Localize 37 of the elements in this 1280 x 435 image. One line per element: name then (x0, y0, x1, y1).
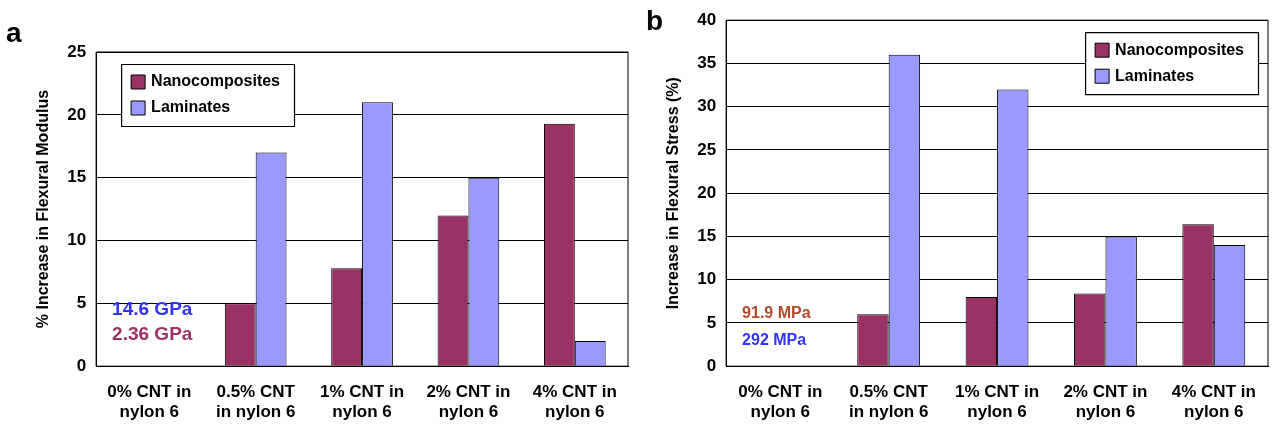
y-tick-label: 30 (697, 96, 717, 116)
y-tick-label: 20 (697, 182, 717, 202)
text: b (646, 4, 664, 36)
y-tick-label: 15 (67, 167, 87, 187)
x-tick-label: 0.5% CNT in nylon 6 (216, 382, 296, 422)
x-tick-label: 0% CNT in nylon 6 (738, 382, 823, 422)
y-tick-label: 25 (697, 139, 717, 159)
annotation: 91.9 MPa (742, 303, 811, 321)
legend-label: Nanocomposites (151, 72, 281, 90)
y-tick-label: 0 (76, 355, 87, 375)
y-tick-label: 15 (697, 226, 717, 246)
x-tick-label: 2% CNT in nylon 6 (1063, 382, 1148, 422)
legend-label: Nanocomposites (1115, 40, 1245, 58)
x-tick-label: 4% CNT in nylon 6 (532, 382, 617, 422)
annotation: 14.6 GPa (112, 297, 193, 319)
y-tick-label: 0 (706, 355, 717, 375)
y-tick-label: 10 (67, 230, 87, 250)
x-tick-label: 0.5% CNT in nylon 6 (849, 382, 929, 422)
legend-label: Laminates (151, 98, 231, 116)
x-tick-label: 2% CNT in nylon 6 (426, 382, 511, 422)
y-axis-title: Increase in Flexural Stress (%) (664, 77, 682, 310)
text: a (6, 16, 22, 48)
x-tick-label: 0% CNT in nylon 6 (107, 382, 192, 422)
y-tick-label: 25 (67, 41, 87, 61)
y-tick-label: 20 (67, 104, 87, 124)
y-tick-label: 10 (697, 269, 717, 289)
x-tick-label: 1% CNT in nylon 6 (955, 382, 1040, 422)
y-tick-label: 40 (697, 9, 717, 29)
annotation: 2.36 GPa (112, 323, 193, 345)
annotation: 292 MPa (742, 330, 807, 348)
x-tick-label: 1% CNT in nylon 6 (320, 382, 405, 422)
y-tick-label: 5 (706, 312, 717, 332)
y-axis-title: % Increase in Flexural Modulus (34, 89, 52, 329)
y-tick-label: 5 (76, 293, 87, 313)
x-tick-label: 4% CNT in nylon 6 (1171, 382, 1256, 422)
legend-label: Laminates (1115, 66, 1195, 84)
y-tick-label: 35 (697, 53, 717, 73)
